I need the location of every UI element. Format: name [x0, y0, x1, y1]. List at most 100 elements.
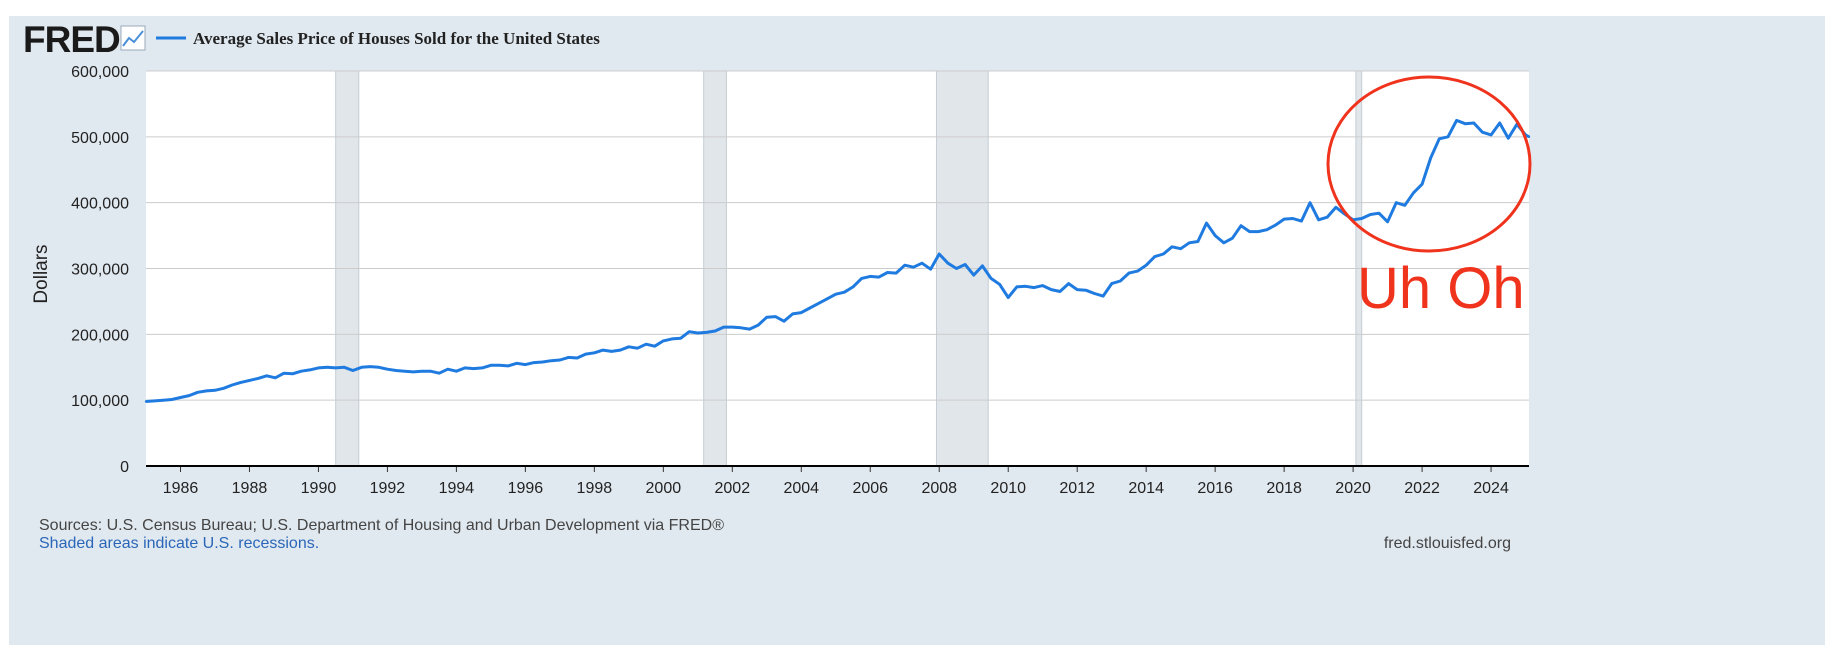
- y-tick-label: 200,000: [71, 327, 129, 344]
- fred-logo[interactable]: FRED: [23, 19, 121, 60]
- data-point: [1075, 288, 1079, 291]
- site-url[interactable]: fred.stlouisfed.org: [1384, 535, 1511, 552]
- y-tick-label: 600,000: [71, 64, 129, 81]
- data-point: [515, 362, 518, 365]
- data-point: [877, 275, 881, 279]
- data-point: [187, 394, 191, 397]
- data-point: [291, 372, 294, 376]
- x-tick-label: 2014: [1128, 480, 1164, 497]
- annotation-text: Uh Oh: [1357, 256, 1525, 321]
- data-point: [446, 368, 449, 371]
- data-point: [825, 297, 829, 300]
- data-point: [317, 366, 320, 370]
- data-point: [1110, 282, 1113, 285]
- x-tick-label: 2010: [990, 480, 1026, 497]
- data-point: [1136, 269, 1139, 273]
- data-point: [1489, 133, 1493, 137]
- data-point: [265, 374, 268, 378]
- data-point: [1032, 286, 1036, 289]
- y-axis-ticks: 0 100,000 200,000 300,000 400,000 500,000 600,…: [71, 64, 129, 476]
- data-point: [920, 262, 924, 265]
- data-point: [1024, 285, 1027, 288]
- data-point: [886, 271, 889, 274]
- data-point: [1041, 284, 1044, 287]
- chart-frame: FRED Average Sales Price of Houses Sold …: [9, 16, 1825, 645]
- data-point: [567, 356, 570, 359]
- x-tick-label: 1996: [508, 480, 544, 497]
- data-point: [455, 370, 458, 373]
- data-point: [1369, 213, 1372, 216]
- data-point: [1248, 230, 1251, 233]
- x-tick-label: 2008: [921, 480, 957, 497]
- data-point: [558, 358, 562, 362]
- data-point: [360, 366, 363, 369]
- data-point: [575, 356, 579, 360]
- data-point: [1291, 217, 1294, 220]
- data-point: [222, 387, 225, 390]
- x-tick-label: 1992: [370, 480, 406, 497]
- x-axis-ticks: 1986 1988 1990 1992 1994 1996 1998 2000 2002 2004…: [163, 466, 1509, 497]
- data-point: [1498, 121, 1501, 125]
- data-point: [653, 344, 656, 348]
- legend-label[interactable]: Average Sales Price of Houses Sold for t…: [193, 29, 600, 48]
- data-point: [231, 383, 234, 387]
- data-point: [429, 370, 432, 373]
- data-point: [1438, 137, 1441, 141]
- data-point: [981, 264, 984, 268]
- data-point: [256, 377, 260, 380]
- y-axis-label: Dollars: [31, 244, 52, 303]
- data-point: [1007, 296, 1010, 299]
- data-point: [541, 360, 544, 364]
- data-point: [472, 367, 475, 370]
- data-point: [196, 391, 199, 394]
- data-point: [1058, 290, 1062, 293]
- x-tick-label: 1990: [301, 480, 337, 497]
- data-point: [731, 325, 734, 329]
- data-point: [610, 350, 613, 353]
- recession-note-link[interactable]: Shaded areas indicate U.S. recessions.: [39, 535, 319, 552]
- data-point: [205, 389, 208, 393]
- data-point: [800, 311, 803, 314]
- data-point: [179, 396, 182, 399]
- data-point: [1188, 241, 1191, 245]
- x-tick-label: 1988: [232, 480, 268, 497]
- data-point: [817, 302, 820, 305]
- data-point: [162, 398, 165, 402]
- data-point: [1360, 217, 1363, 220]
- data-point: [765, 316, 768, 319]
- y-tick-label: 0: [120, 459, 129, 476]
- data-point: [782, 319, 786, 323]
- data-point: [1170, 245, 1174, 248]
- data-point: [894, 271, 898, 275]
- data-point: [394, 369, 398, 372]
- data-point: [1196, 240, 1200, 243]
- data-point: [722, 325, 725, 329]
- data-point: [1205, 221, 1208, 225]
- data-point: [851, 285, 855, 289]
- x-tick-label: 1986: [163, 480, 199, 497]
- data-point: [248, 379, 251, 382]
- data-point: [1239, 224, 1243, 227]
- data-point: [627, 345, 631, 349]
- x-tick-label: 1994: [439, 480, 475, 497]
- chart-canvas: FRED Average Sales Price of Houses Sold …: [23, 19, 1532, 552]
- x-tick-label: 1998: [577, 480, 613, 497]
- data-point: [144, 400, 148, 403]
- data-point: [299, 370, 303, 373]
- x-tick-label: 2004: [783, 480, 819, 497]
- data-point: [713, 329, 717, 333]
- data-point: [644, 343, 648, 346]
- chart-line-icon: [120, 25, 146, 51]
- data-point: [282, 371, 286, 375]
- data-point: [774, 315, 777, 318]
- data-point: [1446, 135, 1450, 139]
- data-point: [1527, 135, 1531, 139]
- data-point: [938, 252, 941, 256]
- y-tick-label: 300,000: [71, 262, 129, 279]
- x-tick-label: 2000: [646, 480, 682, 497]
- data-point: [170, 398, 174, 401]
- data-point: [1300, 219, 1303, 223]
- sources-text: Sources: U.S. Census Bureau; U.S. Depart…: [39, 517, 724, 534]
- data-point: [334, 366, 337, 370]
- data-point: [687, 330, 691, 333]
